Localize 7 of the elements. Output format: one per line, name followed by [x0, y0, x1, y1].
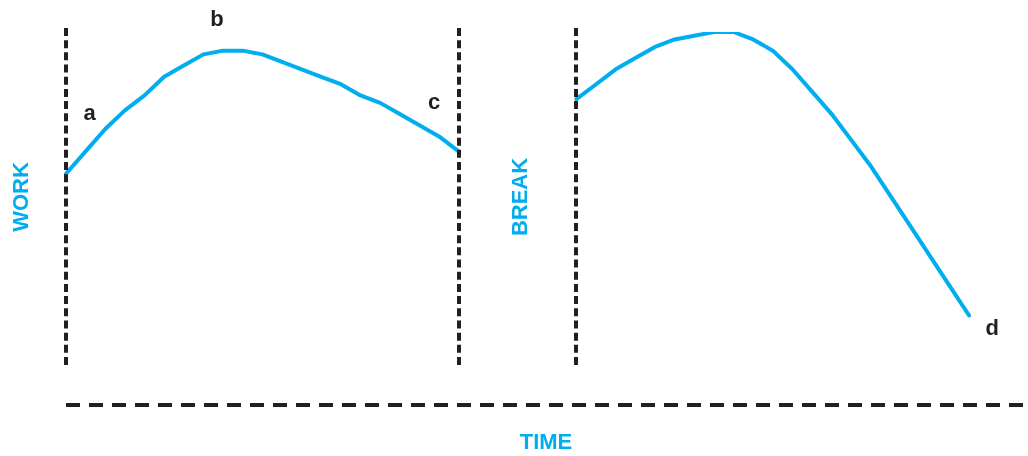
annotation: d: [985, 314, 999, 340]
x-axis-title: TIME: [519, 429, 573, 455]
y-axis-title: WORK: [8, 162, 34, 232]
annotation: c: [427, 88, 441, 114]
annotation: a: [83, 100, 97, 126]
text: b: [210, 5, 224, 31]
annotation: BREAK: [506, 157, 532, 237]
